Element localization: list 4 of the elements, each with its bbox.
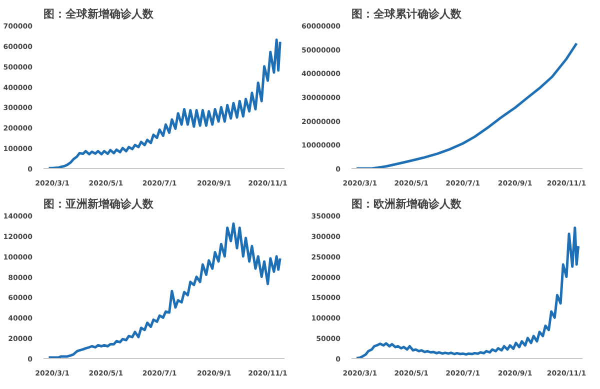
chart-title: 图：亚洲新增确诊人数 bbox=[44, 198, 154, 210]
chart-title: 图：全球累计确诊人数 bbox=[352, 8, 462, 20]
chart-title: 图：全球新增确诊人数 bbox=[44, 8, 154, 20]
chart-title: 图：欧洲新增确诊人数 bbox=[352, 198, 462, 210]
